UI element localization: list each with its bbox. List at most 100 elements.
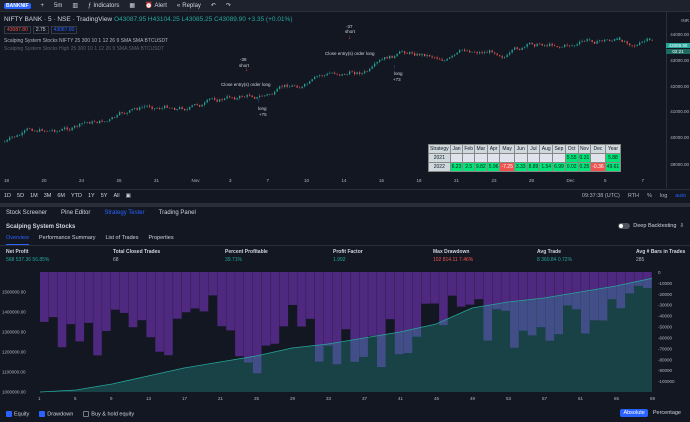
time-tick: 23 <box>492 178 498 183</box>
x-tick: 37 <box>362 396 368 401</box>
sell-box[interactable]: 43087.80 <box>4 26 31 34</box>
candle-body <box>129 110 131 113</box>
time-tick: 10 <box>304 178 310 183</box>
candle-body <box>596 40 598 44</box>
x-tick: 49 <box>470 396 476 401</box>
time-tick: 16 <box>379 178 385 183</box>
tab-strategy-tester[interactable]: Strategy Tester <box>104 209 145 216</box>
absolute-button[interactable]: Absolute <box>620 409 648 417</box>
candle-body <box>21 132 23 136</box>
utc-clock[interactable]: 09:37:38 (UTC) <box>581 193 620 199</box>
replay-button[interactable]: «Replay <box>177 3 201 9</box>
range-3m[interactable]: 3M <box>43 193 52 199</box>
interval-button[interactable]: 5m <box>54 2 63 9</box>
tab-stock-screener[interactable]: Stock Screener <box>6 209 48 216</box>
alert-button[interactable]: ⏰ Alert <box>145 2 167 10</box>
candle-body <box>491 50 493 53</box>
candle-body <box>436 57 438 59</box>
candle-body <box>536 43 538 47</box>
tab-trading-panel[interactable]: Trading Panel <box>158 209 196 216</box>
redo-icon[interactable]: ↷ <box>225 3 231 9</box>
candle-body <box>459 50 461 53</box>
check-icon <box>6 410 12 417</box>
buy-box[interactable]: 43087.80 <box>50 26 78 34</box>
table-header-cell: Jul <box>526 144 541 154</box>
range-5y[interactable]: 5Y <box>100 193 108 199</box>
price-chart[interactable]: -38 short ↓ Close entry(s) order long ↑ … <box>0 12 666 188</box>
time-tick: 7 <box>267 178 270 183</box>
candle-type-icon[interactable]: ▥ <box>72 3 79 9</box>
strategy-name[interactable]: Scalping System Stocks <box>6 224 76 230</box>
indicator-legend[interactable]: Scalping System Stocks NIFTY 25 300 10 1… <box>4 38 169 44</box>
candle-body <box>6 139 8 142</box>
candle-body <box>231 97 233 99</box>
drawdown-bar <box>421 272 430 304</box>
candle-body <box>639 42 641 46</box>
alarm-icon: ⏰ <box>145 3 153 9</box>
candle-body <box>561 46 563 48</box>
candle-body <box>279 86 281 89</box>
long-arrow-1: ↑ <box>257 99 260 105</box>
range-ytd[interactable]: YTD <box>70 193 82 199</box>
equity-chart[interactable]: 1500000.00 1400000.00 1300000.00 1200000.00… <box>0 270 690 402</box>
indicator-legend-2[interactable]: Scalping System Stocks High 25 300 10 1 … <box>4 46 165 52</box>
range-1y[interactable]: 1Y <box>87 193 95 199</box>
trade-boxes: 43087.80 2.75 43087.80 <box>4 26 78 34</box>
drawdown-bar <box>84 272 93 323</box>
drawdown-bar <box>634 272 643 286</box>
undo-icon[interactable]: ↶ <box>210 3 216 9</box>
close-entry-2: Close entry(s) order long <box>325 51 375 56</box>
symbol-title[interactable]: NIFTY BANK · 5 · NSE · TradingView <box>4 16 113 23</box>
drawdown-bar <box>40 272 49 322</box>
range-all[interactable]: All <box>113 193 120 199</box>
drawdown-y-tick: -90000 <box>658 368 673 373</box>
tab-properties[interactable]: Properties <box>148 235 174 241</box>
drawdown-bar <box>403 272 413 354</box>
log-toggle[interactable]: log <box>659 193 668 199</box>
candle-body <box>349 71 351 75</box>
drawdown-bar <box>598 272 608 321</box>
symbol-logo[interactable]: BANKNIF <box>4 2 31 9</box>
candle-body <box>346 74 348 75</box>
tab-pine-editor[interactable]: Pine Editor <box>61 209 91 216</box>
drawdown-bar <box>554 272 564 335</box>
range-6m[interactable]: 6M <box>57 193 65 199</box>
download-icon[interactable]: ⇩ <box>679 223 684 229</box>
indicators-button[interactable]: ƒ Indicators <box>88 3 119 9</box>
range-1m[interactable]: 1M <box>30 193 38 199</box>
range-5d[interactable]: 5D <box>17 193 25 199</box>
percentage-button[interactable]: Percentage <box>652 410 681 416</box>
short-label-2: -37 <box>346 24 353 29</box>
drawdown-bar <box>483 272 493 341</box>
metric-value: 8 360.84 <box>537 257 557 263</box>
layout-icon[interactable]: ▦ <box>129 3 136 9</box>
candle-body <box>274 91 276 95</box>
deep-backtesting[interactable]: Deep Backtesting ⇩ <box>618 223 684 229</box>
range-1d[interactable]: 1D <box>4 193 12 199</box>
price-axis[interactable]: INR 44000.00 43089.90 02:21 43000.00 420… <box>666 12 690 188</box>
drawdown-bar <box>448 272 457 296</box>
tab-performance-summary[interactable]: Performance Summary <box>38 235 96 241</box>
rth-toggle[interactable]: RTH <box>627 193 640 199</box>
drawdown-bar <box>199 272 209 312</box>
auto-toggle[interactable]: auto <box>675 193 686 199</box>
equity-checkbox[interactable]: Equity <box>6 410 29 417</box>
candle-body <box>136 108 138 110</box>
x-tick: 69 <box>650 396 656 401</box>
short-arrow-1: ↓ <box>245 67 248 73</box>
buyhold-checkbox[interactable]: Buy & hold equity <box>83 410 134 417</box>
candle-body <box>171 108 173 109</box>
candle-body <box>11 136 13 138</box>
metric-value: 568 537.36 <box>6 257 32 263</box>
tab-overview[interactable]: Overview <box>6 235 29 245</box>
candle-body <box>584 40 586 42</box>
candle-body <box>141 107 143 108</box>
tab-list-of-trades[interactable]: List of Trades <box>105 235 139 241</box>
deep-backtesting-toggle[interactable] <box>618 223 631 229</box>
plus-icon[interactable]: + <box>40 2 45 9</box>
drawdown-bar <box>181 272 191 313</box>
calendar-icon[interactable]: ▣ <box>125 193 131 199</box>
drawdown-bar <box>394 272 404 355</box>
drawdown-checkbox[interactable]: Drawdown <box>39 410 73 417</box>
percent-toggle[interactable]: % <box>647 193 652 199</box>
